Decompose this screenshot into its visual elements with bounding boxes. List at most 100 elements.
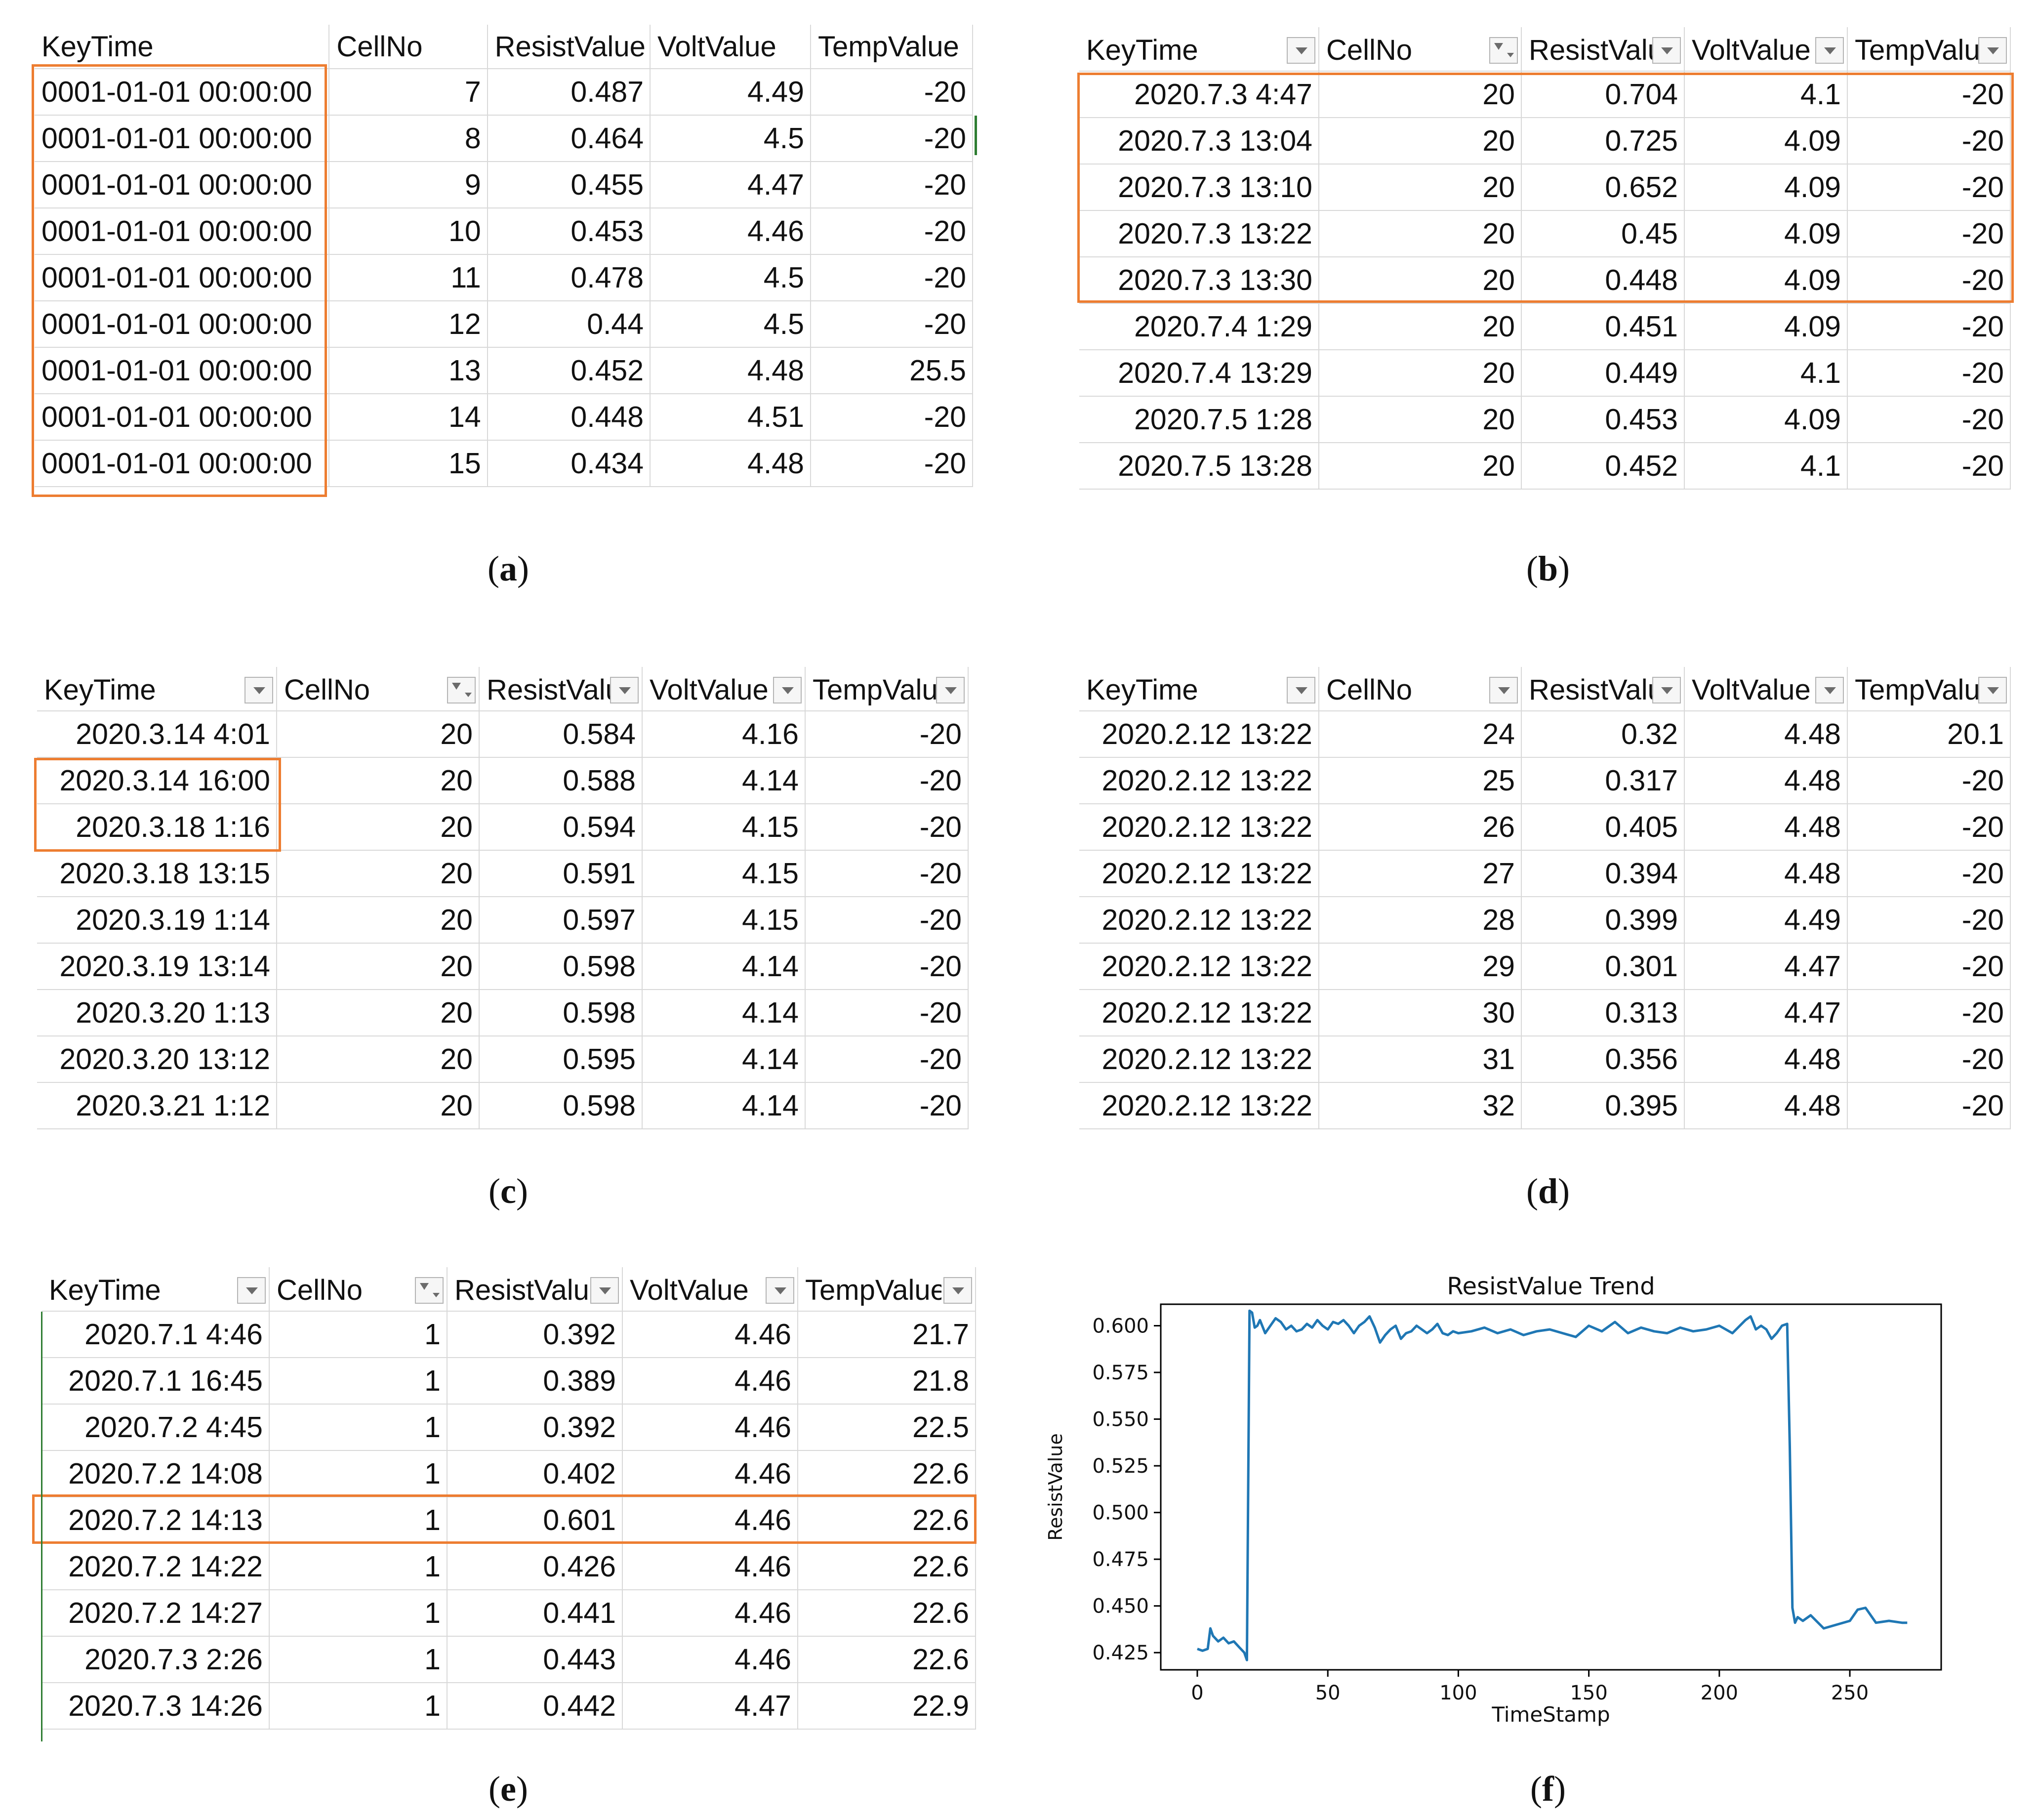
- value-cell[interactable]: 4.5: [650, 254, 811, 301]
- value-cell[interactable]: -20: [1847, 943, 2011, 990]
- value-cell[interactable]: 22.5: [798, 1404, 976, 1450]
- value-cell[interactable]: 0.441: [447, 1589, 623, 1636]
- column-header[interactable]: VoltValue: [642, 667, 806, 711]
- keytime-cell[interactable]: 2020.7.5 1:28: [1079, 396, 1319, 443]
- table-row[interactable]: 2020.7.4 13:29 20 0.449 4.1 -20: [1079, 349, 2011, 396]
- value-cell[interactable]: 9: [329, 161, 488, 208]
- column-header[interactable]: TempValue: [810, 25, 974, 69]
- filter-dropdown-icon[interactable]: [1489, 677, 1518, 703]
- filter-active-icon[interactable]: [1489, 37, 1518, 64]
- value-cell[interactable]: 4.48: [1684, 757, 1848, 804]
- table-row[interactable]: 2020.7.3 2:26 1 0.443 4.46 22.6: [42, 1636, 976, 1683]
- value-cell[interactable]: 1: [269, 1589, 448, 1636]
- filter-active-icon[interactable]: [447, 677, 476, 703]
- value-cell[interactable]: -20: [1847, 850, 2011, 897]
- table-row[interactable]: 0001-01-01 00:00:00 10 0.453 4.46 -20: [35, 207, 974, 254]
- table-row[interactable]: 2020.7.3 13:10 20 0.652 4.09 -20: [1079, 164, 2011, 210]
- keytime-cell[interactable]: 2020.2.12 13:22: [1079, 1082, 1319, 1129]
- keytime-cell[interactable]: 2020.7.2 14:08: [42, 1450, 270, 1497]
- value-cell[interactable]: 0.395: [1521, 1082, 1685, 1129]
- column-header[interactable]: TempValue: [1847, 27, 2011, 71]
- filter-dropdown-icon[interactable]: [1815, 37, 1844, 64]
- value-cell[interactable]: 4.46: [622, 1450, 798, 1497]
- table-row[interactable]: 2020.7.3 14:26 1 0.442 4.47 22.9: [42, 1682, 976, 1730]
- value-cell[interactable]: 20: [1319, 164, 1522, 210]
- value-cell[interactable]: 20: [277, 943, 480, 990]
- column-header[interactable]: KeyTime: [37, 667, 277, 711]
- keytime-cell[interactable]: 2020.3.20 13:12: [37, 1035, 277, 1082]
- table-row[interactable]: 0001-01-01 00:00:00 9 0.455 4.47 -20: [35, 161, 974, 208]
- value-cell[interactable]: 4.5: [650, 115, 811, 162]
- value-cell[interactable]: 0.464: [487, 115, 651, 162]
- filter-dropdown-icon[interactable]: [1287, 677, 1315, 703]
- value-cell[interactable]: 21.7: [798, 1311, 976, 1358]
- value-cell[interactable]: 10: [329, 207, 488, 254]
- keytime-cell[interactable]: 2020.7.3 13:10: [1079, 164, 1319, 210]
- table-row[interactable]: 2020.7.5 1:28 20 0.453 4.09 -20: [1079, 396, 2011, 443]
- value-cell[interactable]: 1: [269, 1543, 448, 1590]
- value-cell[interactable]: 0.453: [487, 207, 651, 254]
- keytime-cell[interactable]: 2020.2.12 13:22: [1079, 850, 1319, 897]
- filter-dropdown-icon[interactable]: [943, 1277, 972, 1304]
- column-header[interactable]: ResistValue: [1521, 667, 1685, 711]
- value-cell[interactable]: 4.16: [642, 710, 806, 757]
- value-cell[interactable]: 0.704: [1521, 71, 1685, 118]
- value-cell[interactable]: -20: [810, 207, 974, 254]
- keytime-cell[interactable]: 2020.7.3 13:22: [1079, 210, 1319, 257]
- value-cell[interactable]: 0.389: [447, 1357, 623, 1404]
- value-cell[interactable]: 29: [1319, 943, 1522, 990]
- value-cell[interactable]: 4.46: [622, 1311, 798, 1358]
- value-cell[interactable]: 0.584: [479, 710, 643, 757]
- column-header[interactable]: TempValue: [1847, 667, 2011, 711]
- value-cell[interactable]: 20.1: [1847, 710, 2011, 757]
- column-header[interactable]: CellNo: [1319, 27, 1522, 71]
- value-cell[interactable]: 4.09: [1684, 164, 1848, 210]
- value-cell[interactable]: 4.1: [1684, 71, 1848, 118]
- value-cell[interactable]: 20: [277, 850, 480, 897]
- value-cell[interactable]: 4.5: [650, 300, 811, 347]
- value-cell[interactable]: 30: [1319, 989, 1522, 1036]
- keytime-cell[interactable]: 0001-01-01 00:00:00: [35, 440, 330, 487]
- table-row[interactable]: 2020.7.3 13:22 20 0.45 4.09 -20: [1079, 210, 2011, 257]
- filter-dropdown-icon[interactable]: [610, 677, 639, 703]
- keytime-cell[interactable]: 2020.7.3 13:30: [1079, 256, 1319, 303]
- value-cell[interactable]: 4.09: [1684, 256, 1848, 303]
- value-cell[interactable]: -20: [810, 440, 974, 487]
- keytime-cell[interactable]: 0001-01-01 00:00:00: [35, 161, 330, 208]
- value-cell[interactable]: 0.443: [447, 1636, 623, 1683]
- column-header[interactable]: KeyTime: [1079, 27, 1319, 71]
- value-cell[interactable]: -20: [1847, 757, 2011, 804]
- value-cell[interactable]: -20: [1847, 256, 2011, 303]
- table-row[interactable]: 0001-01-01 00:00:00 14 0.448 4.51 -20: [35, 393, 974, 440]
- value-cell[interactable]: 1: [269, 1450, 448, 1497]
- value-cell[interactable]: -20: [810, 393, 974, 440]
- value-cell[interactable]: 0.434: [487, 440, 651, 487]
- keytime-cell[interactable]: 2020.7.2 14:13: [42, 1496, 270, 1543]
- value-cell[interactable]: 4.15: [642, 896, 806, 943]
- value-cell[interactable]: -20: [810, 254, 974, 301]
- value-cell[interactable]: 20: [277, 710, 480, 757]
- column-header[interactable]: KeyTime: [42, 1267, 270, 1311]
- filter-active-icon[interactable]: [415, 1277, 444, 1304]
- value-cell[interactable]: -20: [805, 989, 969, 1036]
- keytime-cell[interactable]: 2020.3.19 1:14: [37, 896, 277, 943]
- keytime-cell[interactable]: 2020.2.12 13:22: [1079, 943, 1319, 990]
- value-cell[interactable]: 4.14: [642, 757, 806, 804]
- value-cell[interactable]: -20: [805, 1082, 969, 1129]
- keytime-cell[interactable]: 2020.7.4 13:29: [1079, 349, 1319, 396]
- value-cell[interactable]: 4.48: [1684, 710, 1848, 757]
- value-cell[interactable]: -20: [1847, 896, 2011, 943]
- keytime-cell[interactable]: 2020.7.3 13:04: [1079, 117, 1319, 164]
- filter-dropdown-icon[interactable]: [245, 677, 273, 703]
- value-cell[interactable]: 0.313: [1521, 989, 1685, 1036]
- value-cell[interactable]: 4.46: [650, 207, 811, 254]
- value-cell[interactable]: 0.601: [447, 1496, 623, 1543]
- value-cell[interactable]: 1: [269, 1404, 448, 1450]
- value-cell[interactable]: 0.452: [487, 347, 651, 394]
- keytime-cell[interactable]: 2020.2.12 13:22: [1079, 803, 1319, 850]
- value-cell[interactable]: 20: [277, 757, 480, 804]
- table-row[interactable]: 2020.3.19 1:14 20 0.597 4.15 -20: [37, 896, 969, 943]
- value-cell[interactable]: 0.392: [447, 1404, 623, 1450]
- keytime-cell[interactable]: 2020.7.4 1:29: [1079, 303, 1319, 350]
- value-cell[interactable]: 0.356: [1521, 1035, 1685, 1082]
